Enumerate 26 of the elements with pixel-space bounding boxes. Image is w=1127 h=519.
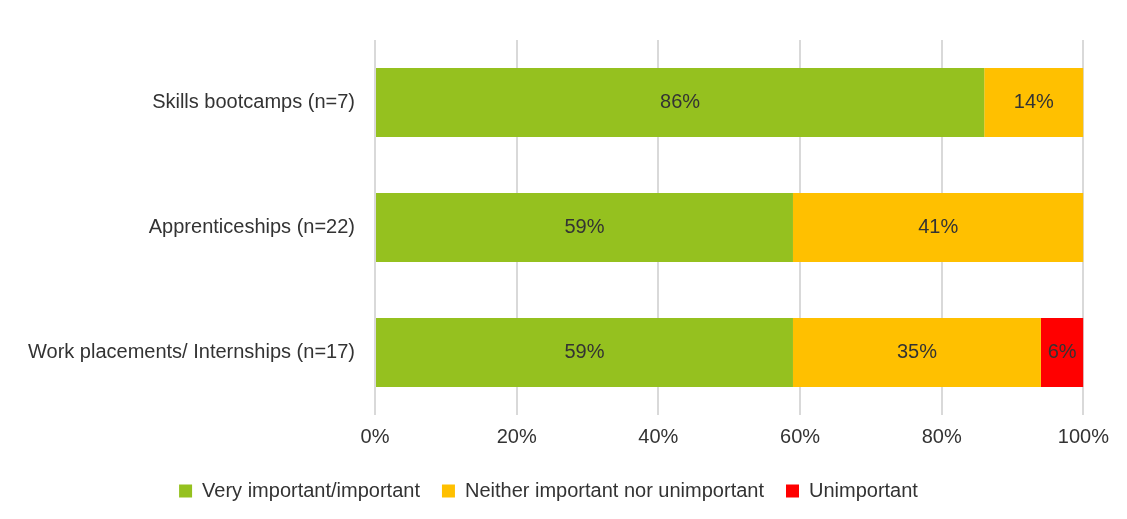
bar	[792, 318, 1041, 387]
x-tick-label: 60%	[780, 424, 821, 447]
x-tick-label: 0%	[360, 424, 390, 447]
bar	[1040, 318, 1084, 387]
data-label: 41%	[918, 215, 959, 238]
x-tick-label: 80%	[921, 424, 962, 447]
x-tick-label: 100%	[1057, 424, 1110, 447]
data-label: 86%	[660, 90, 701, 113]
data-label: 59%	[564, 340, 605, 363]
legend-label: Unimportant	[808, 478, 919, 501]
y-tick-label: Work placements/ Internships (n=17)	[27, 340, 355, 363]
legend-label: Neither important nor unimportant	[464, 478, 765, 501]
bar	[376, 193, 793, 262]
data-label: 6%	[1047, 340, 1077, 363]
bar	[376, 318, 793, 387]
bar	[376, 68, 985, 137]
data-label: 14%	[1013, 90, 1055, 113]
y-tick-label: Skills bootcamps (n=7)	[152, 90, 355, 113]
data-label: 35%	[896, 340, 938, 363]
bar	[984, 68, 1084, 137]
x-tick-label: 40%	[638, 424, 679, 447]
bar	[792, 193, 1084, 262]
x-tick-label: 20%	[496, 424, 537, 447]
legend-label: Very important/important	[202, 478, 421, 501]
data-label: 59%	[564, 215, 605, 238]
y-tick-label: Apprenticeships (n=22)	[148, 215, 355, 238]
